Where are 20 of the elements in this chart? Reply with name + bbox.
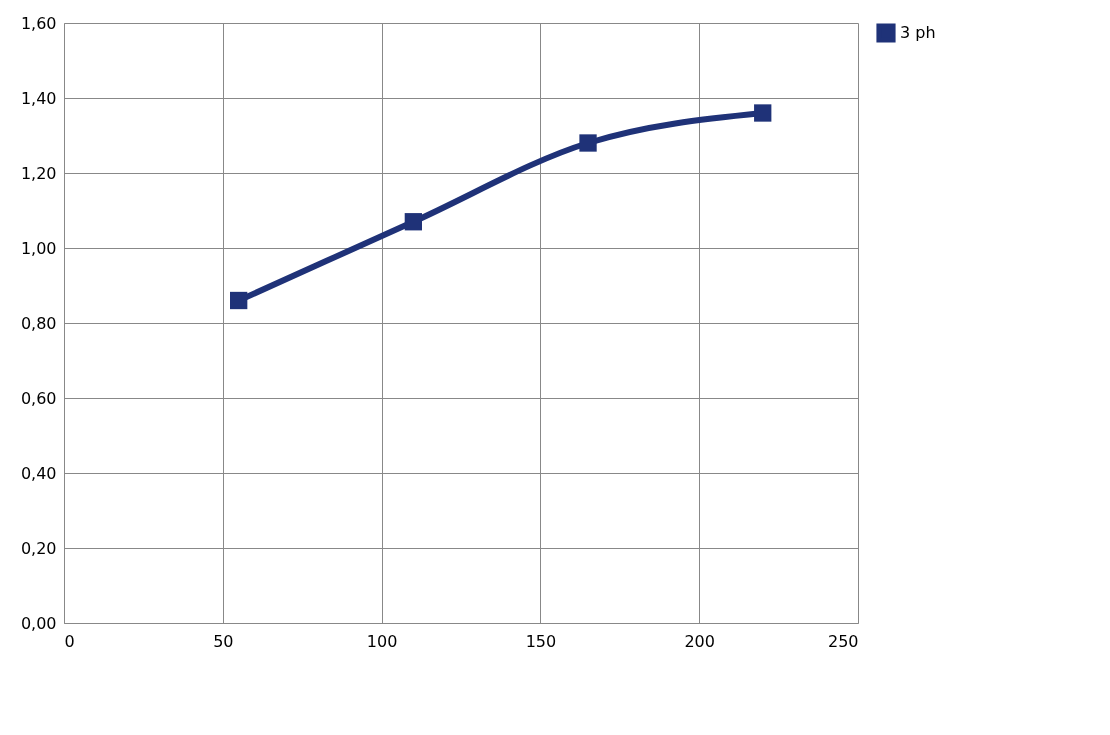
point [579,134,597,152]
x-tick-label: 0 [64,631,75,651]
y-tick-label: 0,80 [20,313,57,333]
x-tick-label: 250 [827,631,859,651]
y-tick-label: 0,60 [20,388,57,408]
point [404,213,423,231]
x-tick-label: 150 [525,631,557,651]
legend-label: 3 ph [900,23,936,42]
y-tick-label: 0,00 [20,613,57,633]
y-tick-label: 0,40 [20,463,57,483]
y-tick-label: 1,40 [20,88,57,108]
y-tick-label: 1,20 [20,163,57,183]
y-tick-label: 0,20 [20,538,57,558]
y-tick-label: 1,60 [20,13,57,33]
point [754,104,772,122]
point [230,291,248,310]
x-tick-label: 100 [366,631,398,651]
x-tick-label: 50 [213,631,234,651]
x-tick-label: 200 [684,631,715,651]
y-tick-label: 1,00 [20,238,57,258]
